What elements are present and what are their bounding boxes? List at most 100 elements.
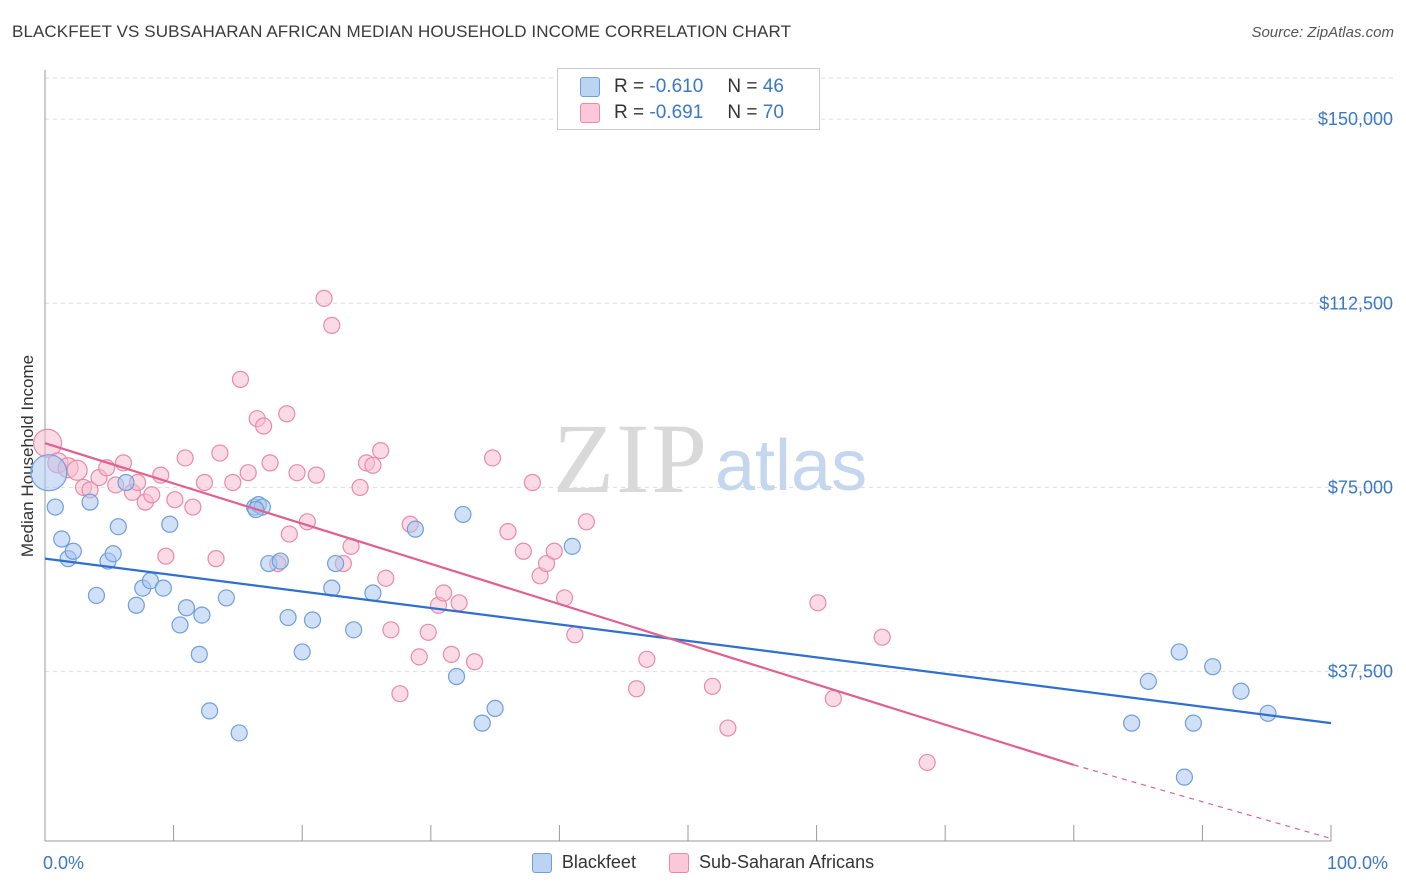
pink-swatch bbox=[668, 852, 689, 873]
legend-row-subsaharan: R = -0.691 N = 70 bbox=[580, 100, 784, 126]
series-legend: Blackfeet Sub-Saharan Africans bbox=[0, 852, 1406, 878]
chart-title: BLACKFEET VS SUBSAHARAN AFRICAN MEDIAN H… bbox=[12, 22, 792, 41]
sub-saharan-point bbox=[261, 454, 279, 472]
blackfeet-point bbox=[1232, 682, 1250, 700]
sub-saharan-point bbox=[66, 459, 88, 481]
n-value: 46 bbox=[762, 76, 784, 97]
sub-saharan-point bbox=[435, 584, 453, 602]
sub-saharan-point bbox=[703, 677, 722, 695]
sub-saharan-point bbox=[351, 478, 369, 497]
r-label: R = bbox=[614, 76, 645, 97]
blackfeet-point bbox=[345, 621, 363, 639]
blackfeet-point bbox=[230, 724, 248, 742]
sub-saharan-point bbox=[255, 417, 273, 435]
blackfeet-point bbox=[81, 493, 99, 511]
x-tick-label-max: 100.0% bbox=[1327, 853, 1389, 873]
blackfeet-point bbox=[64, 542, 82, 560]
sub-saharan-point bbox=[280, 525, 298, 543]
blackfeet-point bbox=[201, 702, 219, 720]
n-label: N = bbox=[727, 76, 758, 97]
blackfeet-point bbox=[53, 530, 71, 548]
blackfeet-point bbox=[1123, 714, 1141, 732]
sub-saharan-point bbox=[224, 473, 242, 492]
correlation-legend: R = -0.610 N = 46 R = -0.691 N = 70 bbox=[557, 68, 820, 130]
sub-saharan-point bbox=[514, 542, 532, 560]
blackfeet-point bbox=[161, 515, 179, 533]
y-tick-label: $150,000 bbox=[1318, 109, 1393, 129]
blackfeet-point bbox=[303, 611, 322, 629]
blackfeet-point bbox=[454, 505, 472, 524]
sub-saharan-point bbox=[143, 486, 161, 504]
blackfeet-point bbox=[154, 579, 172, 597]
blackfeet-point bbox=[447, 667, 466, 686]
sub-saharan-point bbox=[419, 623, 437, 641]
sub-saharan-point bbox=[207, 550, 225, 568]
legend-item-blackfeet: Blackfeet bbox=[531, 852, 636, 873]
sub-saharan-point bbox=[195, 473, 214, 492]
sub-saharan-point bbox=[176, 449, 194, 467]
sub-saharan-point bbox=[278, 405, 296, 423]
blackfeet-point bbox=[473, 714, 491, 732]
sub-saharan-point bbox=[824, 689, 842, 708]
n-value: 70 bbox=[762, 102, 784, 123]
blackfeet-point bbox=[87, 586, 106, 605]
blackfeet-point bbox=[127, 596, 145, 614]
legend-item-subsaharan: Sub-Saharan Africans bbox=[668, 852, 875, 873]
blackfeet-point bbox=[190, 645, 208, 663]
blackfeet-point bbox=[1175, 768, 1193, 786]
sub-saharan-point bbox=[566, 626, 584, 644]
watermark-atlas: atlas bbox=[715, 426, 867, 506]
blackfeet-point bbox=[1170, 643, 1188, 661]
sub-saharan-point bbox=[873, 628, 891, 646]
sub-saharan-point bbox=[450, 594, 468, 612]
pink-swatch bbox=[580, 103, 600, 123]
blue-swatch bbox=[580, 77, 600, 97]
blackfeet-point bbox=[271, 552, 289, 570]
sub-saharan-point bbox=[719, 719, 737, 737]
blackfeet-point bbox=[293, 643, 311, 661]
sub-saharan-point bbox=[288, 464, 306, 482]
sub-saharan-point bbox=[166, 491, 184, 509]
subsaharan-trend-extension bbox=[1073, 764, 1332, 840]
blackfeet-point bbox=[327, 554, 345, 573]
sub-saharan-point bbox=[523, 473, 541, 492]
blackfeet-point bbox=[177, 599, 196, 617]
sub-saharan-point bbox=[410, 648, 428, 666]
x-tick-label-min: 0.0% bbox=[43, 853, 85, 873]
blackfeet-point bbox=[563, 537, 581, 555]
blackfeet-point bbox=[46, 498, 64, 516]
blackfeet-point bbox=[1184, 714, 1202, 732]
blackfeet-point bbox=[1139, 672, 1157, 690]
sub-saharan-point bbox=[577, 513, 596, 531]
sub-saharan-point bbox=[231, 370, 250, 388]
y-tick-label: $37,500 bbox=[1328, 662, 1393, 682]
blackfeet-point bbox=[364, 584, 382, 602]
blackfeet-trend-line bbox=[44, 557, 1332, 725]
y-tick-label: $112,500 bbox=[1319, 293, 1393, 313]
blackfeet-point bbox=[171, 616, 189, 634]
sub-saharan-point bbox=[483, 449, 502, 467]
r-value: -0.610 bbox=[649, 76, 704, 97]
legend-label: Sub-Saharan Africans bbox=[698, 852, 875, 872]
sub-saharan-point bbox=[323, 316, 341, 334]
blackfeet-point bbox=[486, 699, 504, 718]
sub-saharan-point bbox=[211, 444, 229, 462]
y-tick-labels: $37,500 $75,000 $112,500 $150,000 bbox=[1318, 109, 1393, 681]
sub-saharan-point bbox=[372, 441, 390, 460]
blackfeet-points bbox=[30, 454, 1277, 786]
source-credit: Source: ZipAtlas.com bbox=[1251, 24, 1394, 41]
y-tick-label: $75,000 bbox=[1328, 477, 1393, 497]
sub-saharan-point bbox=[499, 523, 517, 541]
sub-saharan-point bbox=[364, 456, 382, 474]
blackfeet-point bbox=[109, 518, 127, 536]
r-value: -0.691 bbox=[649, 102, 704, 123]
blackfeet-point bbox=[30, 454, 68, 492]
sub-saharan-point bbox=[157, 547, 175, 565]
blackfeet-point bbox=[1204, 658, 1222, 676]
sub-saharan-point bbox=[465, 653, 484, 671]
legend-row-blackfeet: R = -0.610 N = 46 bbox=[580, 74, 784, 100]
sub-saharan-point bbox=[809, 594, 827, 612]
sub-saharan-point bbox=[184, 498, 202, 516]
blackfeet-point bbox=[217, 589, 235, 607]
